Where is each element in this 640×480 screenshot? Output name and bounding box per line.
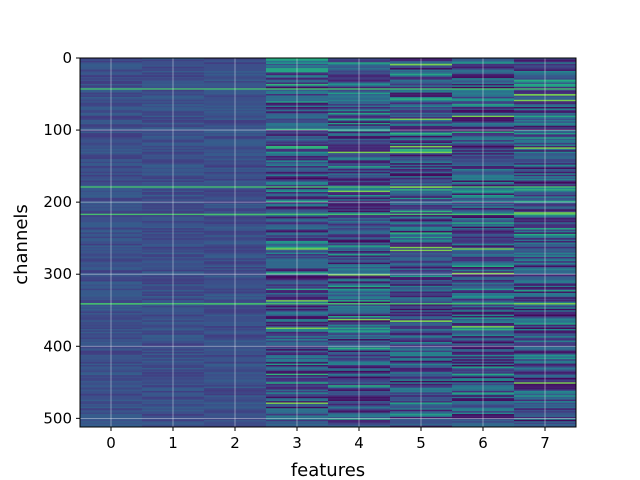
x-axis: 0 1 2 3 4 5 6 7 bbox=[106, 427, 550, 452]
x-tick-label: 6 bbox=[478, 434, 488, 452]
y-tick-label: 0 bbox=[62, 49, 72, 67]
y-tick-label: 400 bbox=[43, 337, 72, 355]
x-axis-label: features bbox=[291, 460, 365, 480]
plot-frame bbox=[79, 57, 577, 428]
x-tick-label: 3 bbox=[292, 434, 302, 452]
heatmap-cells bbox=[80, 58, 576, 428]
y-axis: 0 100 200 300 400 500 bbox=[43, 49, 80, 427]
x-tick-label: 4 bbox=[354, 434, 364, 452]
y-tick-label: 100 bbox=[43, 121, 72, 139]
y-axis-label: channels bbox=[11, 204, 32, 285]
x-tick-label: 0 bbox=[106, 434, 116, 452]
y-tick-label: 300 bbox=[43, 265, 72, 283]
y-tick-label: 200 bbox=[43, 193, 72, 211]
x-tick-label: 5 bbox=[416, 434, 426, 452]
x-tick-label: 1 bbox=[168, 434, 178, 452]
y-tick-label: 500 bbox=[43, 409, 72, 427]
x-tick-label: 2 bbox=[230, 434, 240, 452]
x-tick-label: 7 bbox=[540, 434, 550, 452]
